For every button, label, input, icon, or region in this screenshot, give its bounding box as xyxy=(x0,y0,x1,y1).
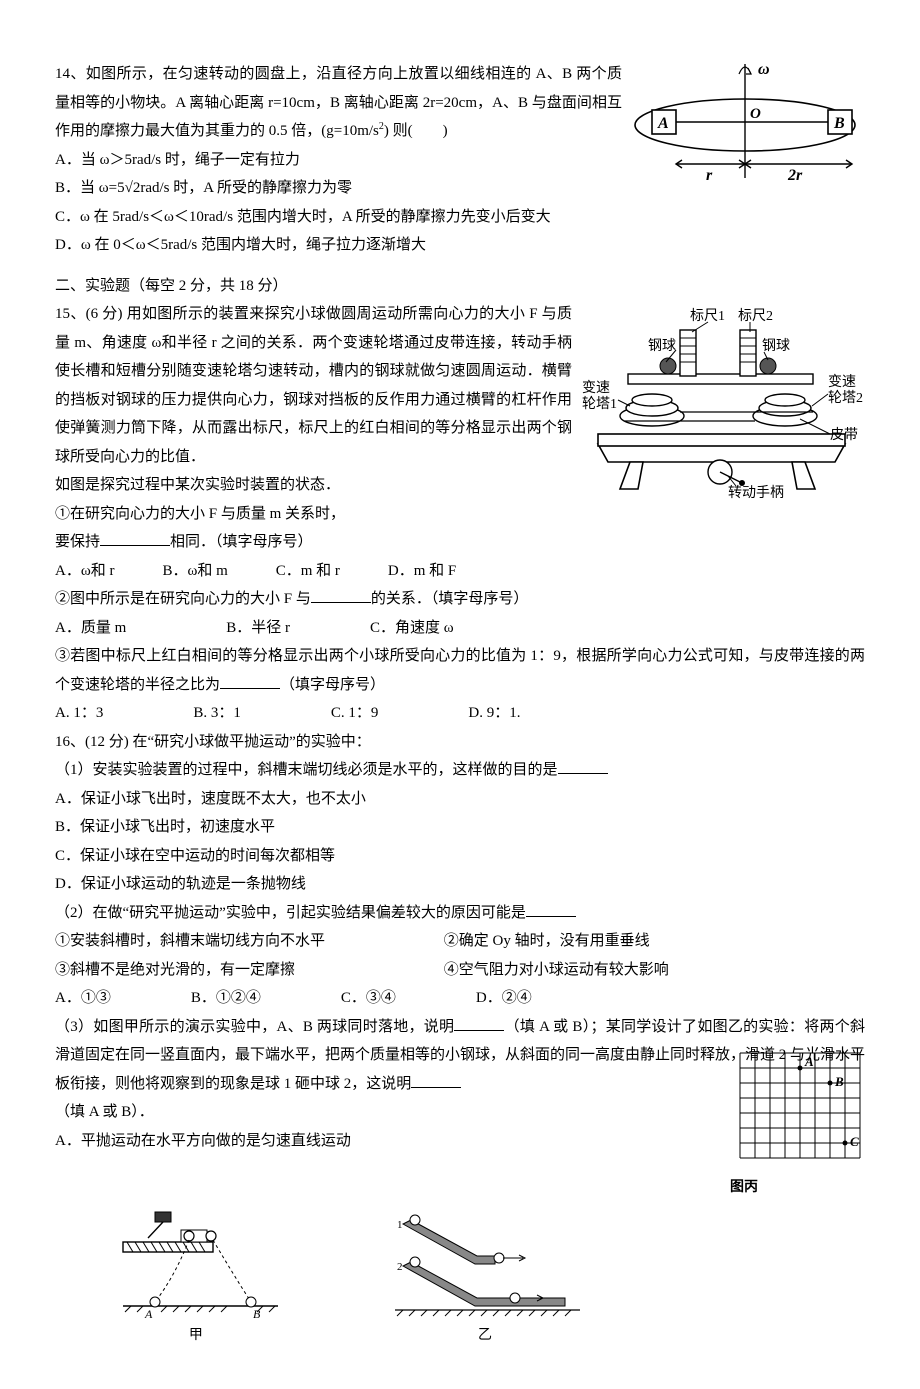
q16-p1B: B．保证小球飞出时，初速度水平 xyxy=(55,813,865,842)
label-r: r xyxy=(706,167,713,184)
q16-fig-row: A B 甲 1 xyxy=(55,1206,865,1350)
lbl-Cc: C xyxy=(850,1134,859,1149)
lbl-ball1: 钢球 xyxy=(648,338,676,354)
q16-p1: （1）安装实验装置的过程中，斜槽末端切线必须是水平的，这样做的目的是 xyxy=(55,756,865,785)
q16-fig-yi: 1 2 xyxy=(385,1206,585,1350)
label-B: B xyxy=(833,115,845,132)
q14-optC: C．ω 在 5rad/s＜ω＜10rad/s 范围内增大时，A 所受的静摩擦力先… xyxy=(55,203,865,232)
lbl-tower1-1: 变速 xyxy=(582,380,610,396)
lbl-scale1: 标尺1 xyxy=(690,308,725,324)
q15-p2: ②图中所示是在研究向心力的大小 F 与的关系．（填字母序号） xyxy=(55,585,865,614)
svg-text:2: 2 xyxy=(397,1261,403,1273)
svg-text:1: 1 xyxy=(397,1219,403,1231)
lbl-tower2-2: 轮塔2 xyxy=(828,390,863,406)
caption-c: 图丙 xyxy=(730,1175,865,1202)
lbl-jiaA: A xyxy=(144,1307,153,1321)
label-O: O xyxy=(750,106,761,122)
question-16: 16、(12 分) 在“研究小球做平抛运动”的实验中： （1）安装实验装置的过程… xyxy=(55,728,865,1350)
q15-p2-opts: A．质量 mB．半径 rC．角速度 ω xyxy=(55,614,865,643)
section-2-heading: 二、实验题（每空 2 分，共 18 分） xyxy=(55,272,865,301)
q15-p1-opts: A．ω和 rB．ω和 mC．m 和 rD．m 和 F xyxy=(55,557,865,586)
q16-p2-opts: A．①③B．①②④C．③④D．②④ xyxy=(55,984,865,1013)
q14-optD: D．ω 在 0＜ω＜5rad/s 范围内增大时，绳子拉力逐渐增大 xyxy=(55,231,865,260)
q16-p1D: D．保证小球运动的轨迹是一条抛物线 xyxy=(55,870,865,899)
lbl-scale2: 标尺2 xyxy=(738,308,773,324)
q16-p2-items: ①安装斜槽时，斜槽末端切线方向不水平②确定 Oy 轴时，没有用重垂线 ③斜槽不是… xyxy=(55,927,865,984)
lbl-tower2-1: 变速 xyxy=(828,374,856,390)
lbl-Cb: B xyxy=(834,1074,844,1089)
q16-stem: 16、(12 分) 在“研究小球做平抛运动”的实验中： xyxy=(55,728,865,757)
q15-figure: 标尺1 标尺2 钢球 钢球 变速 轮塔1 变速 轮塔2 皮带 转动手柄 xyxy=(580,304,865,499)
q16-p1C: C．保证小球在空中运动的时间每次都相等 xyxy=(55,842,865,871)
lbl-ball2: 钢球 xyxy=(762,338,790,354)
label-2r: 2r xyxy=(787,167,803,184)
lbl-belt: 皮带 xyxy=(830,427,858,443)
caption-yi: 乙 xyxy=(385,1323,585,1350)
q15-p3: ③若图中标尺上红白相间的等分格显示出两个小球所受向心力的比值为 1：9，根据所学… xyxy=(55,642,865,699)
q16-p1A: A．保证小球飞出时，速度既不太大，也不太小 xyxy=(55,785,865,814)
caption-jia: 甲 xyxy=(103,1323,288,1350)
question-15: 标尺1 标尺2 钢球 钢球 变速 轮塔1 变速 轮塔2 皮带 转动手柄 15、(… xyxy=(55,300,865,728)
q15-p3-opts: A. 1：3B. 3：1C. 1：9D. 9：1. xyxy=(55,699,865,728)
lbl-handle: 转动手柄 xyxy=(728,485,784,499)
lbl-tower1-2: 轮塔1 xyxy=(582,396,617,412)
q15-p1b: 要保持相同．（填字母序号） xyxy=(55,528,865,557)
question-14: ω A B O r 2r 14、如图所示，在匀速转动的圆盘上，沿直径方向上放置以… xyxy=(55,60,865,260)
q16-p2: （2）在做“研究平抛运动”实验中，引起实验结果偏差较大的原因可能是 xyxy=(55,899,865,928)
q15-p1a: ①在研究向心力的大小 F 与质量 m 关系时， xyxy=(55,500,865,529)
q14-figure: ω A B O r 2r xyxy=(630,60,865,185)
label-A: A xyxy=(657,115,669,132)
label-omega: ω xyxy=(758,61,770,78)
q16-fig-jia: A B 甲 xyxy=(103,1206,288,1350)
